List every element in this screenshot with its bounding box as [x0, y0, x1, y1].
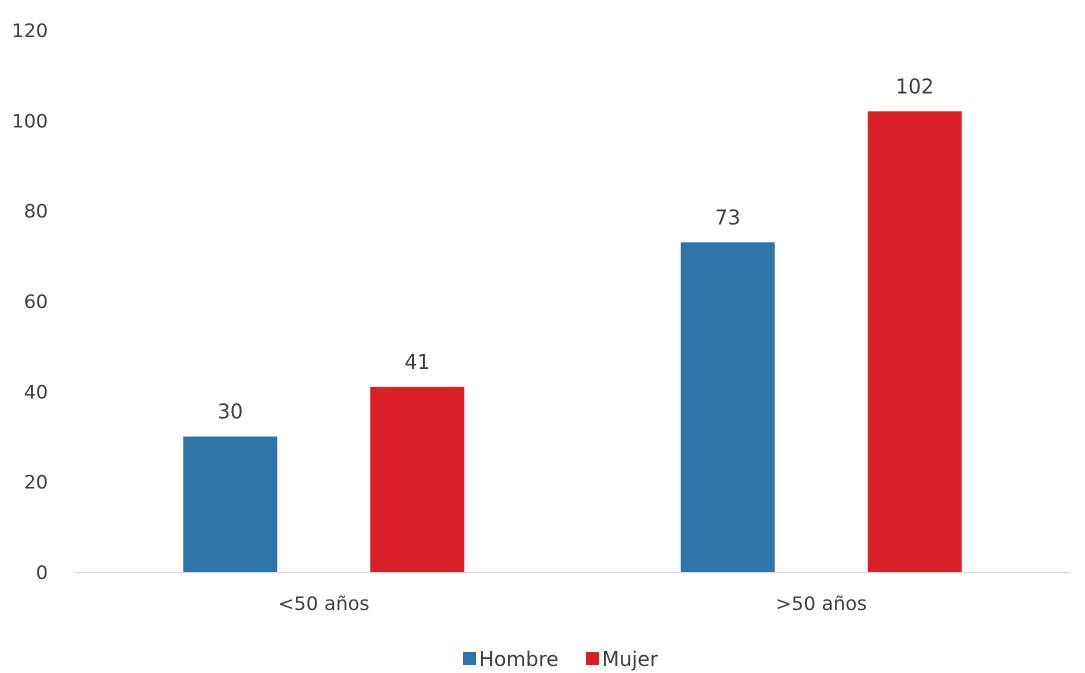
y-tick-label: 0	[36, 562, 48, 584]
bar-hombre-1	[680, 242, 775, 573]
category-label: <50 años	[278, 593, 369, 615]
legend-swatch-hombre	[463, 652, 476, 665]
data-label: 73	[715, 205, 740, 229]
bar-hombre-0	[183, 436, 278, 572]
y-tick-label: 40	[24, 381, 48, 403]
category-labels: <50 años >50 años	[278, 593, 867, 615]
bar-mujer-0	[370, 386, 465, 572]
y-tick-label: 100	[12, 110, 48, 132]
y-tick-label: 20	[24, 472, 48, 494]
legend: Hombre Mujer	[463, 647, 659, 671]
legend-label: Hombre	[479, 647, 559, 671]
data-label: 102	[896, 74, 934, 98]
data-label: 30	[218, 400, 243, 424]
data-labels: 30 41 73 102	[218, 74, 934, 423]
legend-swatch-mujer	[586, 652, 599, 665]
bar-mujer-1	[867, 111, 962, 573]
y-axis-ticks: 0 20 40 60 80 100 120	[12, 20, 48, 584]
category-label: >50 años	[776, 593, 867, 615]
y-tick-label: 80	[24, 201, 48, 223]
legend-label: Mujer	[602, 647, 659, 671]
y-tick-label: 120	[12, 20, 48, 42]
y-tick-label: 60	[24, 291, 48, 313]
bars	[183, 111, 962, 573]
data-label: 41	[405, 350, 430, 374]
